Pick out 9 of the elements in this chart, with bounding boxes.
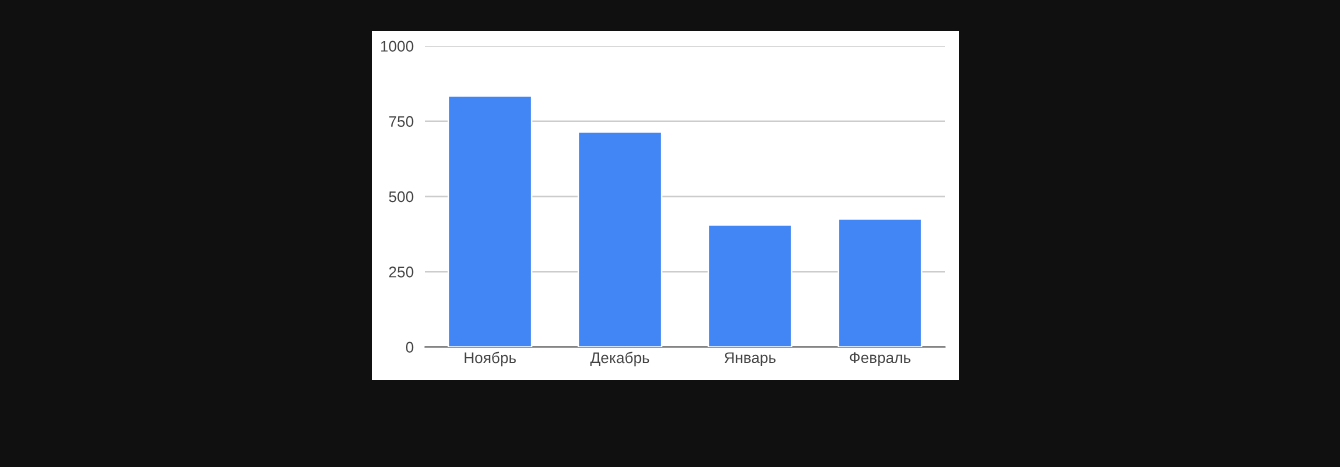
y-tick-label: 500 bbox=[389, 191, 414, 203]
y-tick-label: 250 bbox=[389, 266, 414, 278]
x-tick-label: Декабрь bbox=[590, 351, 650, 367]
y-tick-label: 750 bbox=[389, 116, 414, 127]
y-tick-label: 1000 bbox=[381, 40, 414, 52]
x-tick-label: Ноябрь bbox=[464, 351, 516, 367]
x-tick-label: Январь bbox=[724, 352, 776, 367]
x-tick-label: Февраль bbox=[849, 352, 911, 367]
y-tick-label: 0 bbox=[405, 341, 414, 353]
